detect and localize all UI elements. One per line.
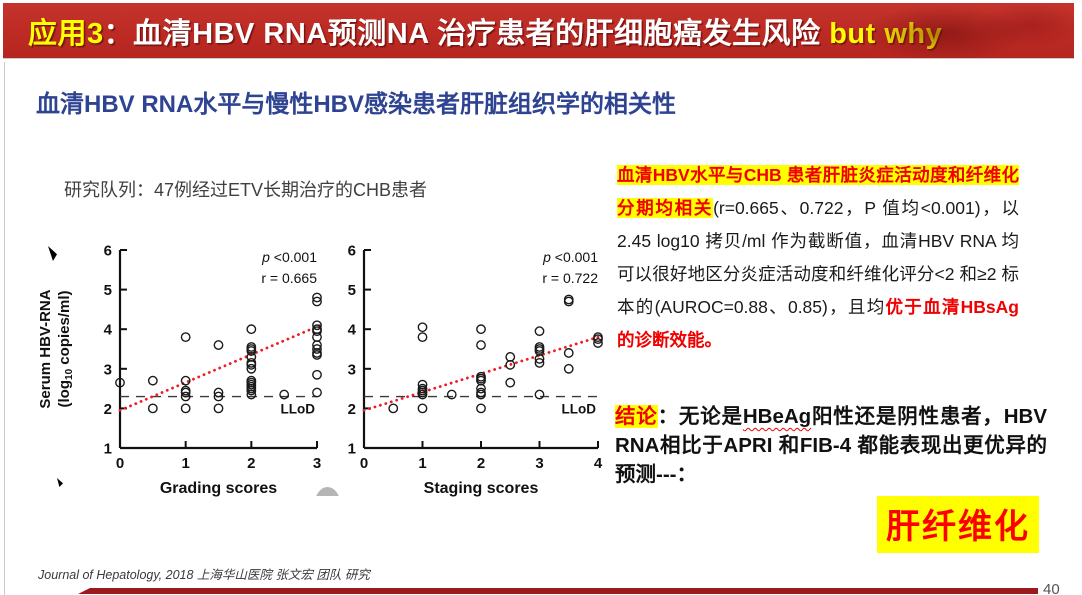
svg-text:3: 3 <box>535 455 543 472</box>
svg-text:2: 2 <box>247 455 255 472</box>
svg-text:Staging scores: Staging scores <box>424 480 539 497</box>
svg-text:3: 3 <box>313 455 321 472</box>
svg-text:4: 4 <box>104 322 113 339</box>
citation: Journal of Hepatology, 2018 上海华山医院 张文宏 团… <box>38 568 370 582</box>
svg-text:5: 5 <box>104 282 112 299</box>
svg-text:3: 3 <box>348 361 356 378</box>
conclusion-paragraph: 结论：无论是HBeAg阳性还是阴性患者，HBV RNA相比于APRI 和FIB-… <box>615 402 1047 489</box>
svg-text:2: 2 <box>477 455 485 472</box>
svg-text:(log10 copies/ml): (log10 copies/ml) <box>56 291 75 408</box>
svg-text:LLoD: LLoD <box>281 402 316 417</box>
svg-text:2: 2 <box>348 401 356 418</box>
conclusion-hbeag: HBeAg <box>742 405 812 428</box>
svg-text:2: 2 <box>104 401 112 418</box>
svg-text:r = 0.722: r = 0.722 <box>542 270 598 286</box>
title-tag: 应用3 <box>28 17 104 50</box>
section-subtitle: 血清HBV RNA水平与慢性HBV感染患者肝脏组织学的相关性 <box>36 91 677 118</box>
conclusion-post: 阳性还是阴性患者，HBV RNA相比于APRI 和FIB-4 都能表现出更优异的… <box>615 405 1048 486</box>
title-main: ：血清HBV RNA预测NA 治疗患者的肝细胞癌发生风险 <box>103 17 830 50</box>
svg-text:5: 5 <box>348 282 356 299</box>
crop-mark-top <box>48 246 57 261</box>
svg-text:1: 1 <box>181 455 189 472</box>
svg-text:0: 0 <box>360 455 368 472</box>
svg-text:r = 0.665: r = 0.665 <box>261 270 317 286</box>
svg-text:6: 6 <box>348 243 356 260</box>
svg-text:6: 6 <box>104 243 112 260</box>
svg-text:3: 3 <box>104 361 112 378</box>
svg-text:p <0.001: p <0.001 <box>542 249 598 265</box>
title-banner: 应用3：血清HBV RNA预测NA 治疗患者的肝细胞癌发生风险 but why <box>3 3 1074 59</box>
svg-text:p <0.001: p <0.001 <box>261 249 317 265</box>
findings-paragraph: 血清HBV水平与CHB 患者肝脏炎症活动度和纤维化分期均相关(r=0.665、0… <box>617 159 1019 357</box>
svg-text:4: 4 <box>348 322 357 339</box>
gray-circle-fragment <box>314 487 341 496</box>
svg-text:0: 0 <box>116 455 124 472</box>
svg-text:Grading scores: Grading scores <box>160 480 277 497</box>
fibrosis-highlight: 肝纤维化 <box>877 496 1039 553</box>
conclusion-colon: ： <box>657 405 679 428</box>
findings-body: (r=0.665、0.722，P 值均<0.001)，以2.45 log10 拷… <box>617 198 1019 317</box>
bottom-accent-bar <box>78 588 1038 594</box>
page-title: 应用3：血清HBV RNA预测NA 治疗患者的肝细胞癌发生风险 but why <box>28 10 942 52</box>
conclusion-pre: 无论是 <box>678 405 743 428</box>
findings-emphasis: 优于血清HBsAg 的诊断效能。 <box>617 297 1019 350</box>
svg-text:Serum HBV-RNA: Serum HBV-RNA <box>37 289 54 408</box>
svg-text:1: 1 <box>348 441 356 458</box>
cohort-description: 研究队列：47例经过ETV长期治疗的CHB患者 <box>64 180 428 200</box>
left-border-line <box>4 62 5 595</box>
crop-mark-bottom <box>57 478 63 487</box>
svg-text:LLoD: LLoD <box>562 402 597 417</box>
svg-text:1: 1 <box>104 441 112 458</box>
page-number: 40 <box>1043 581 1060 595</box>
svg-text:4: 4 <box>594 455 603 472</box>
conclusion-label: 结论 <box>615 405 658 428</box>
svg-text:1: 1 <box>418 455 426 472</box>
title-suffix: but why <box>829 17 943 50</box>
